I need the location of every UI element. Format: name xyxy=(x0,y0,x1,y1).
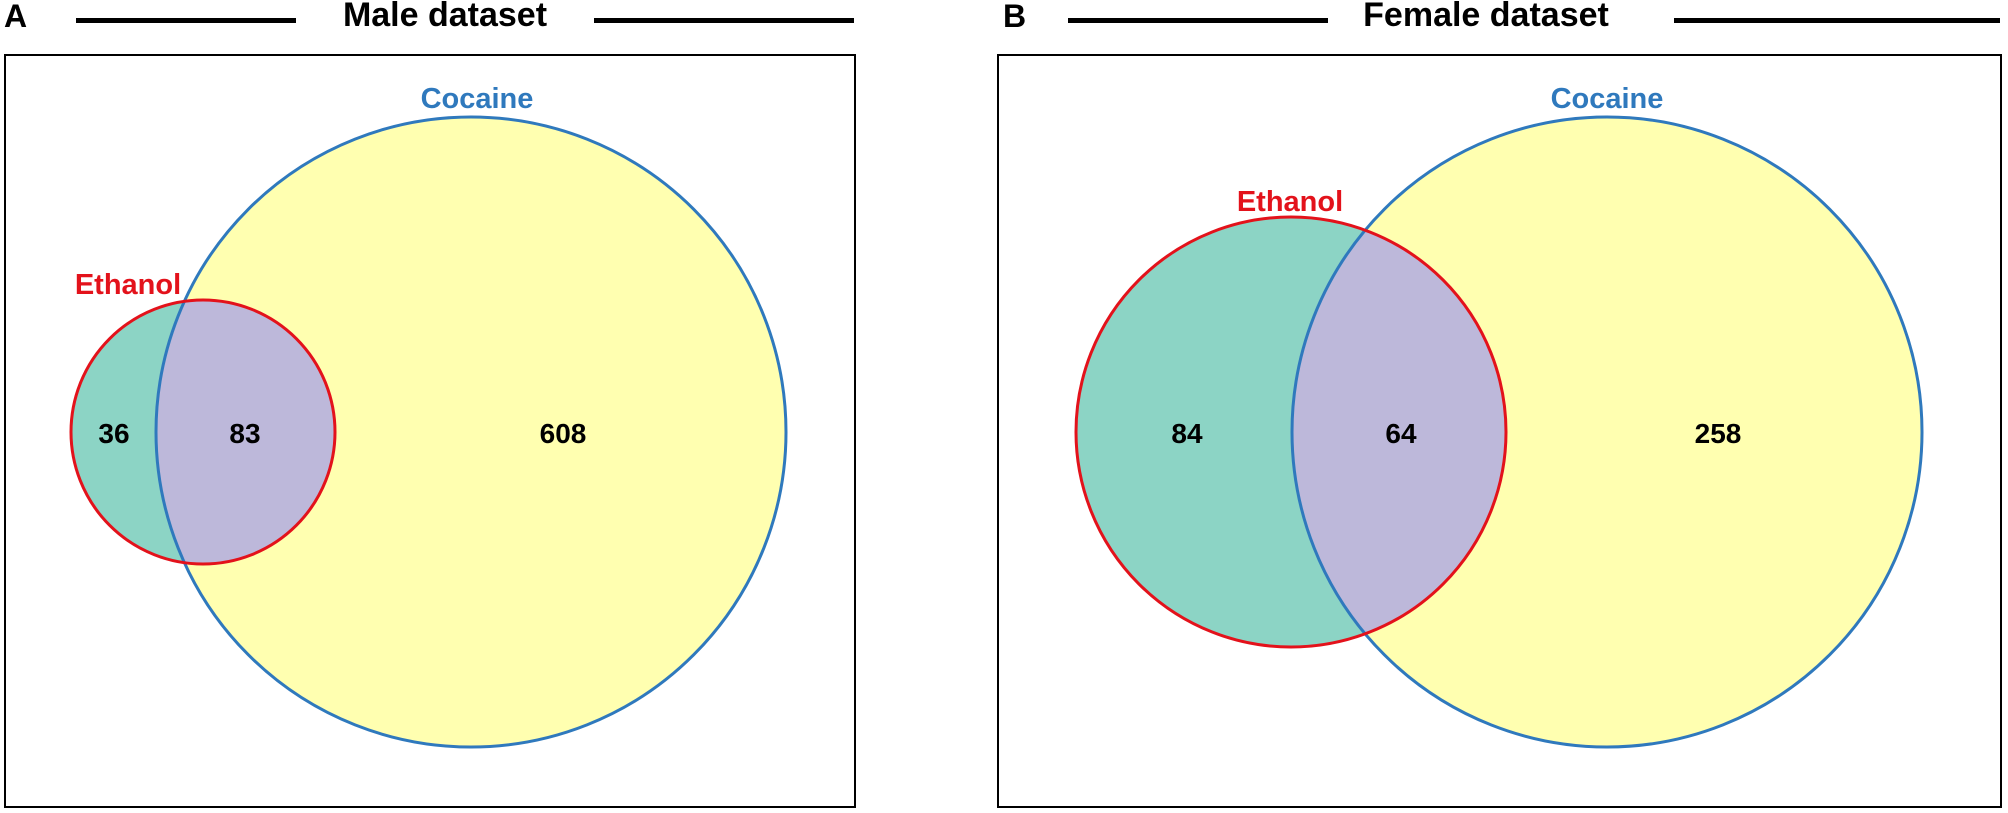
count-both: 83 xyxy=(229,418,260,449)
panel-male: A Male dataset Cocaine Ethanol 36 83 608 xyxy=(0,0,860,813)
count-both: 64 xyxy=(1385,418,1417,449)
title-rule-right xyxy=(1674,18,2000,23)
cocaine-region xyxy=(1292,117,1922,747)
count-ethanol-only: 36 xyxy=(98,418,129,449)
cocaine-label: Cocaine xyxy=(1551,83,1664,115)
cocaine-circle-outline xyxy=(1290,115,1924,749)
panel-female: B Female dataset Cocaine Ethanol 84 64 2… xyxy=(990,0,2008,813)
ethanol-label: Ethanol xyxy=(75,269,181,301)
count-cocaine-only: 608 xyxy=(540,418,587,449)
venn-diagram-male: Cocaine Ethanol 36 83 608 xyxy=(69,83,788,749)
title-rule-left xyxy=(76,18,296,23)
ethanol-circle-outline xyxy=(69,298,337,566)
ethanol-label: Ethanol xyxy=(1237,186,1343,218)
cocaine-region xyxy=(156,117,786,747)
cocaine-circle-outline xyxy=(154,115,788,749)
panel-title-female: Female dataset xyxy=(1363,0,1609,34)
ethanol-circle-outline xyxy=(1074,215,1508,649)
venn-diagram-female: Cocaine Ethanol 84 64 258 xyxy=(1074,83,1924,749)
title-rule-left xyxy=(1068,18,1328,23)
title-rule-right xyxy=(594,18,854,23)
cocaine-label: Cocaine xyxy=(421,83,534,115)
panel-title-male: Male dataset xyxy=(342,0,548,34)
venn-frame-male xyxy=(4,54,856,808)
count-ethanol-only: 84 xyxy=(1171,418,1203,449)
panel-letter-a: A xyxy=(4,0,28,34)
count-cocaine-only: 258 xyxy=(1695,418,1742,449)
panel-letter-b: B xyxy=(1003,0,1027,34)
venn-frame-female xyxy=(997,54,2002,808)
